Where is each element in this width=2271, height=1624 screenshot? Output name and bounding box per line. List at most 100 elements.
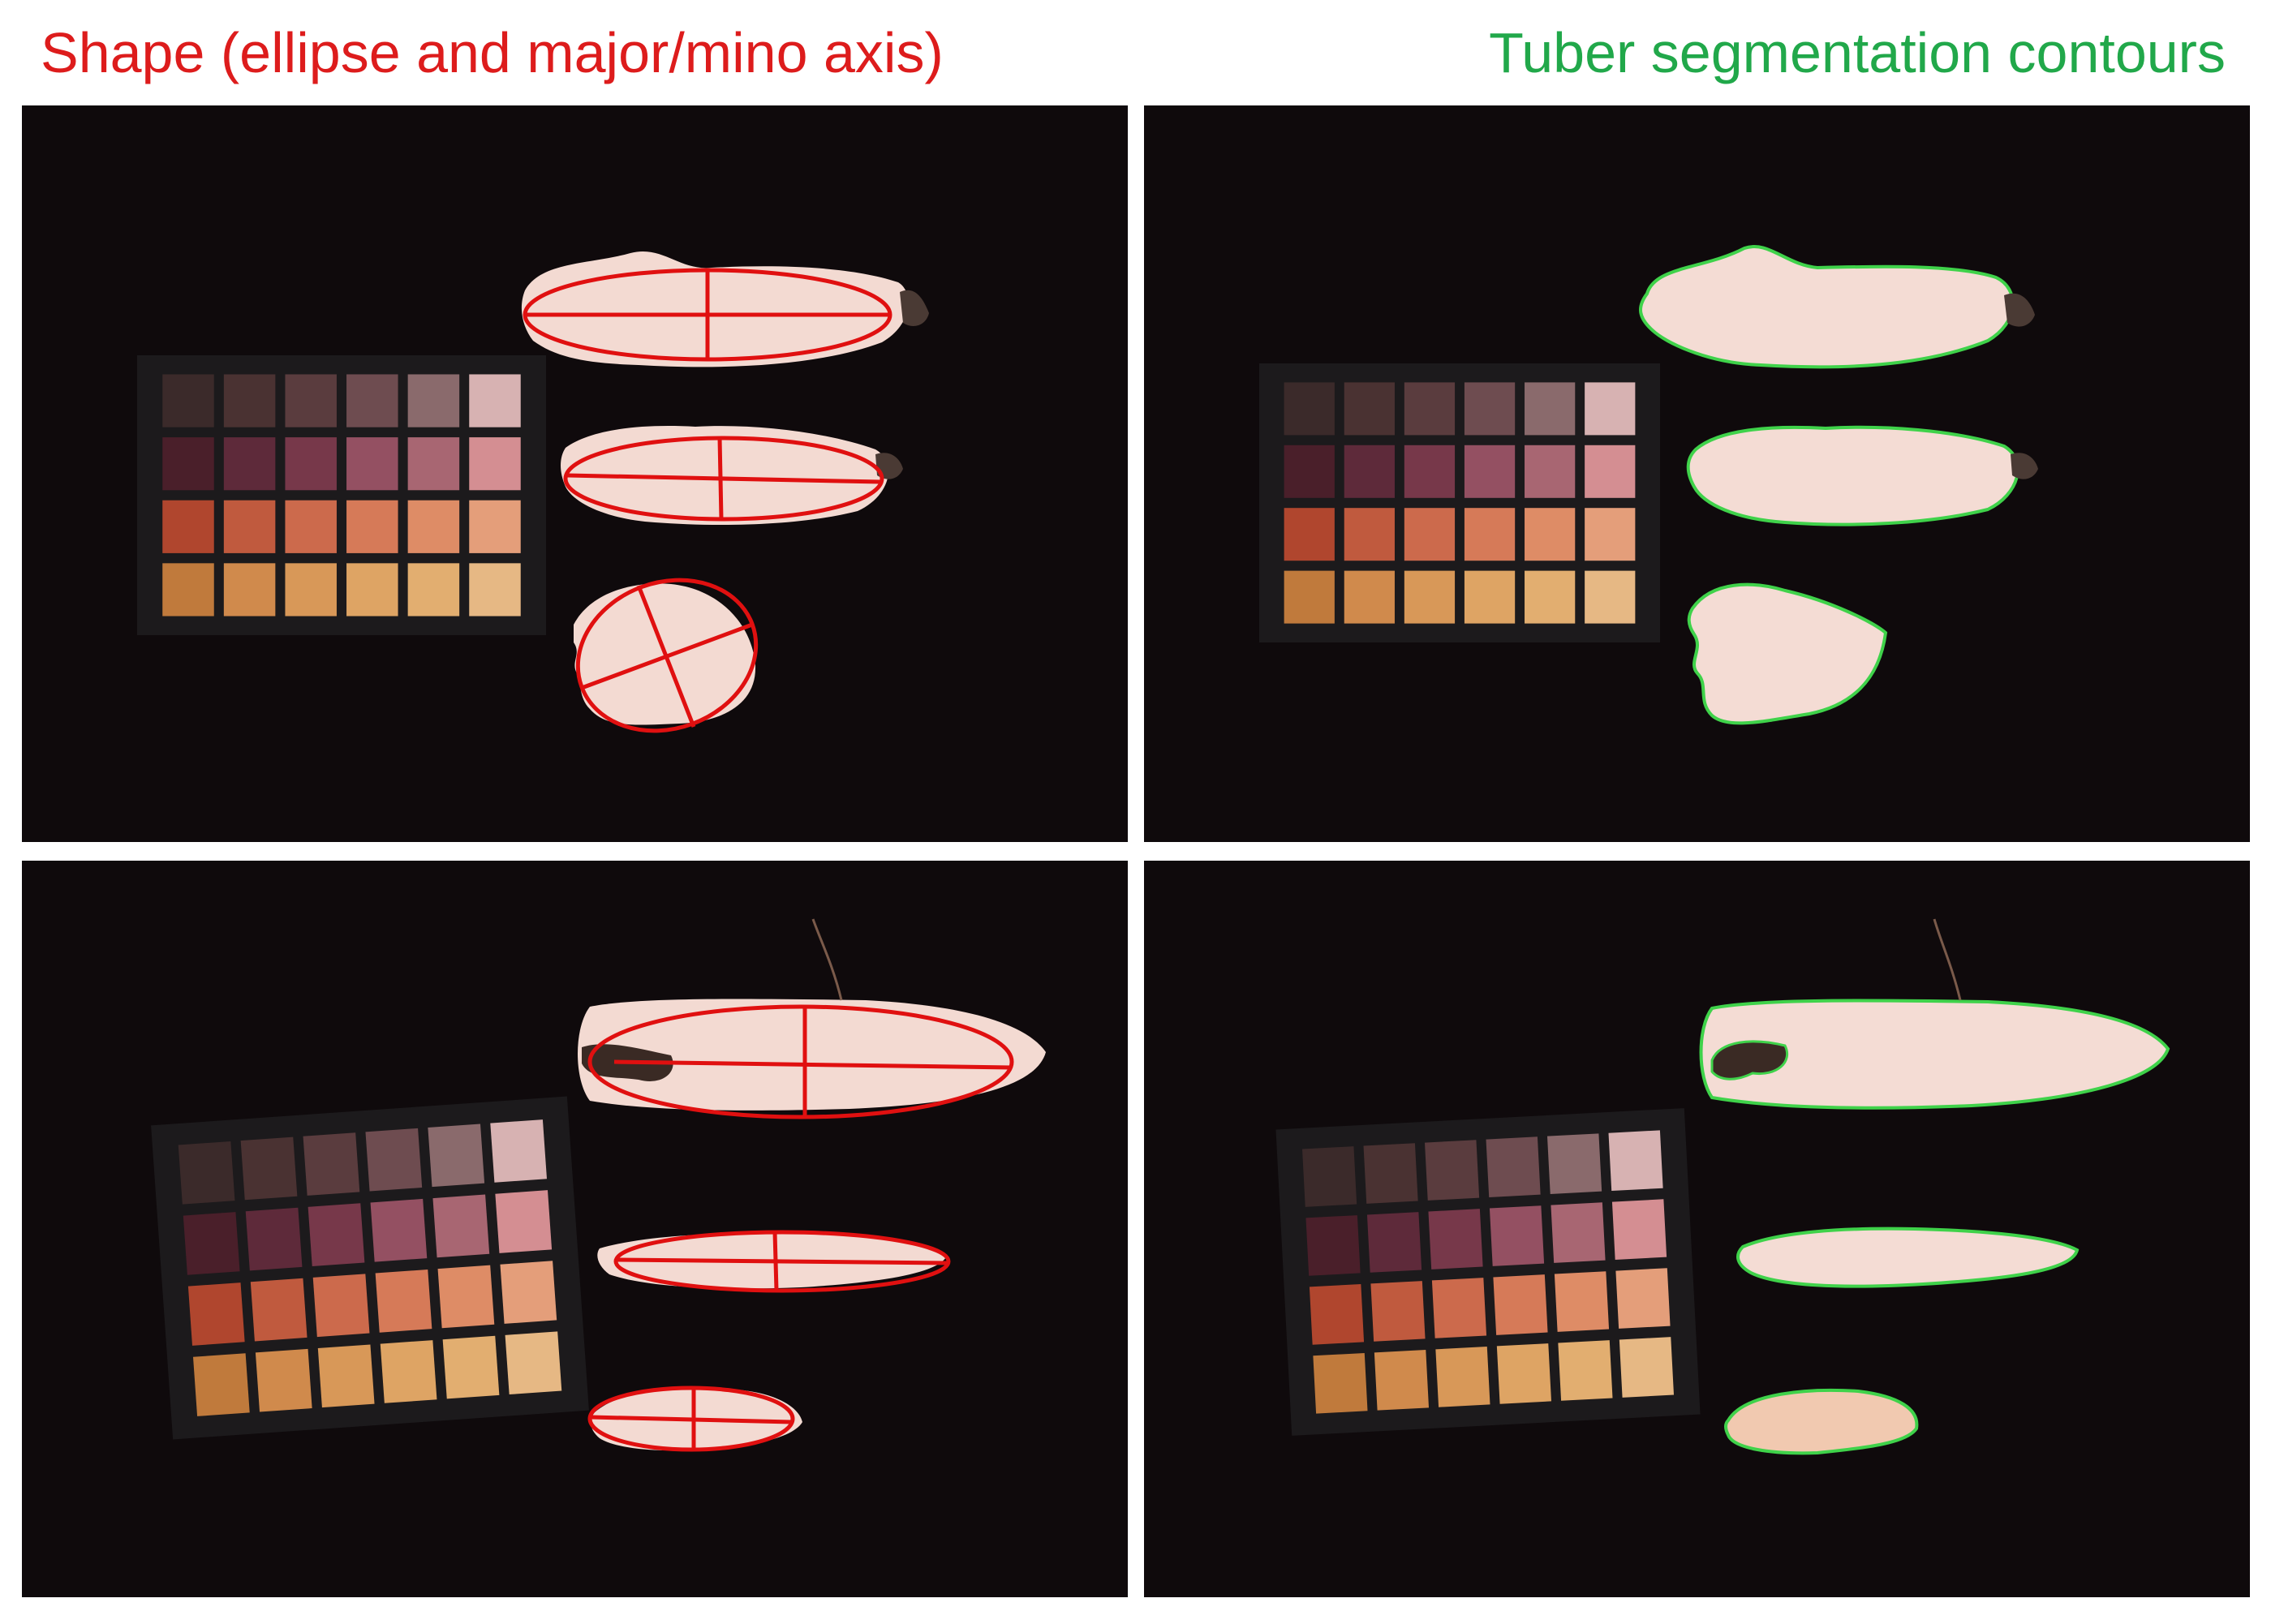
color-patch [1585, 508, 1636, 561]
color-patch [490, 1119, 548, 1183]
color-patch [285, 500, 337, 553]
contour-tuber-1 [1639, 245, 2035, 369]
color-patch [1525, 508, 1576, 561]
contour-tuber-5 [1736, 1227, 2080, 1288]
color-patch [469, 563, 521, 617]
tuber-6-segmented [1724, 1388, 1919, 1455]
tuber-2-stem [2011, 453, 2038, 479]
color-patch [312, 1274, 370, 1338]
color-patch [162, 563, 214, 617]
ellipse-annotation-5 [613, 1230, 951, 1293]
color-patch [380, 1340, 437, 1403]
color-patch [1464, 445, 1516, 498]
color-patch [285, 374, 337, 427]
color-patch [1309, 1284, 1365, 1345]
color-card [151, 1096, 589, 1440]
color-patch [1585, 382, 1636, 436]
color-patch [1305, 1215, 1361, 1276]
color-patch [1585, 445, 1636, 498]
color-patch [495, 1190, 553, 1253]
color-patch [346, 500, 398, 553]
color-patch [1608, 1130, 1663, 1192]
color-patch [370, 1198, 428, 1262]
color-patch [1546, 1133, 1602, 1194]
contour-tuber-4 [1699, 918, 2170, 1110]
color-patch [442, 1335, 500, 1399]
color-patch [1366, 1212, 1422, 1273]
color-patch [162, 500, 214, 553]
color-patch [1551, 1202, 1606, 1263]
color-patch [1585, 570, 1636, 624]
color-card [1275, 1108, 1701, 1436]
color-patch [1344, 382, 1395, 436]
panel-bottom-left-ellipse [22, 861, 1128, 1597]
color-patch [469, 437, 521, 491]
tuber-4-segmented [1699, 999, 2170, 1110]
color-patch [1404, 508, 1456, 561]
tuber-4-root-hair [811, 918, 843, 1001]
contour-tuber-2 [1686, 425, 2038, 526]
color-patch [240, 1136, 298, 1201]
color-patch [1525, 382, 1576, 436]
ellipse-annotation-6 [587, 1386, 795, 1452]
color-patch [1496, 1343, 1552, 1404]
color-patch [1284, 445, 1335, 498]
color-patch [1464, 570, 1516, 624]
color-patch [192, 1353, 250, 1416]
ellipse-annotation-4 [587, 1004, 1014, 1119]
color-patch [1302, 1146, 1357, 1207]
color-patch [500, 1261, 557, 1324]
panel-bottom-right-contour [1144, 861, 2250, 1597]
color-patch [223, 563, 276, 617]
ellipse-annotation-3 [575, 578, 759, 733]
color-patch [1284, 570, 1335, 624]
color-patch [1525, 570, 1576, 624]
tuber-1 [521, 251, 929, 367]
color-patch [1404, 570, 1456, 624]
color-patch [1493, 1274, 1548, 1335]
tuber-1-stem [2004, 293, 2035, 327]
color-patch [285, 437, 337, 491]
color-patch [187, 1282, 245, 1346]
color-patch [1284, 508, 1335, 561]
color-patch [407, 437, 460, 491]
ellipse-annotation-2 [563, 436, 884, 522]
color-patch [346, 437, 398, 491]
color-patch [469, 374, 521, 427]
tuber-1-flesh [521, 251, 909, 367]
color-patch [1489, 1205, 1545, 1266]
color-patch [1611, 1199, 1667, 1260]
color-patch [1344, 445, 1395, 498]
contour-tuber-6 [1724, 1388, 1919, 1455]
title-shape-ellipse: Shape (ellipse and major/mino axis) [41, 21, 944, 84]
tuber-5-segmented [1736, 1227, 2080, 1288]
color-patch [1424, 1140, 1480, 1201]
color-patch [1404, 445, 1456, 498]
color-patch [1554, 1271, 1610, 1332]
color-patch [346, 563, 398, 617]
color-card [1259, 363, 1660, 642]
color-patch [245, 1207, 303, 1271]
color-patch [407, 374, 460, 427]
tuber-4-flesh [578, 999, 1046, 1111]
color-patch [432, 1194, 490, 1258]
color-patch [375, 1270, 432, 1333]
color-patch [1370, 1281, 1426, 1342]
tuber-1-stem [900, 290, 929, 326]
color-patch [255, 1348, 312, 1412]
color-patch [1313, 1352, 1368, 1414]
color-patch [250, 1278, 308, 1342]
color-patch [1464, 508, 1516, 561]
color-patch [1525, 445, 1576, 498]
color-patch [162, 374, 214, 427]
color-patch [317, 1344, 375, 1408]
panel-top-left-ellipse [22, 105, 1128, 842]
color-patch [1558, 1340, 1613, 1401]
color-patch [303, 1132, 360, 1196]
color-patch [223, 437, 276, 491]
color-card [137, 355, 546, 635]
color-patch [178, 1141, 235, 1205]
color-patch [223, 500, 276, 553]
tuber-4-dark-patch [1710, 1040, 1788, 1081]
color-patch [407, 563, 460, 617]
